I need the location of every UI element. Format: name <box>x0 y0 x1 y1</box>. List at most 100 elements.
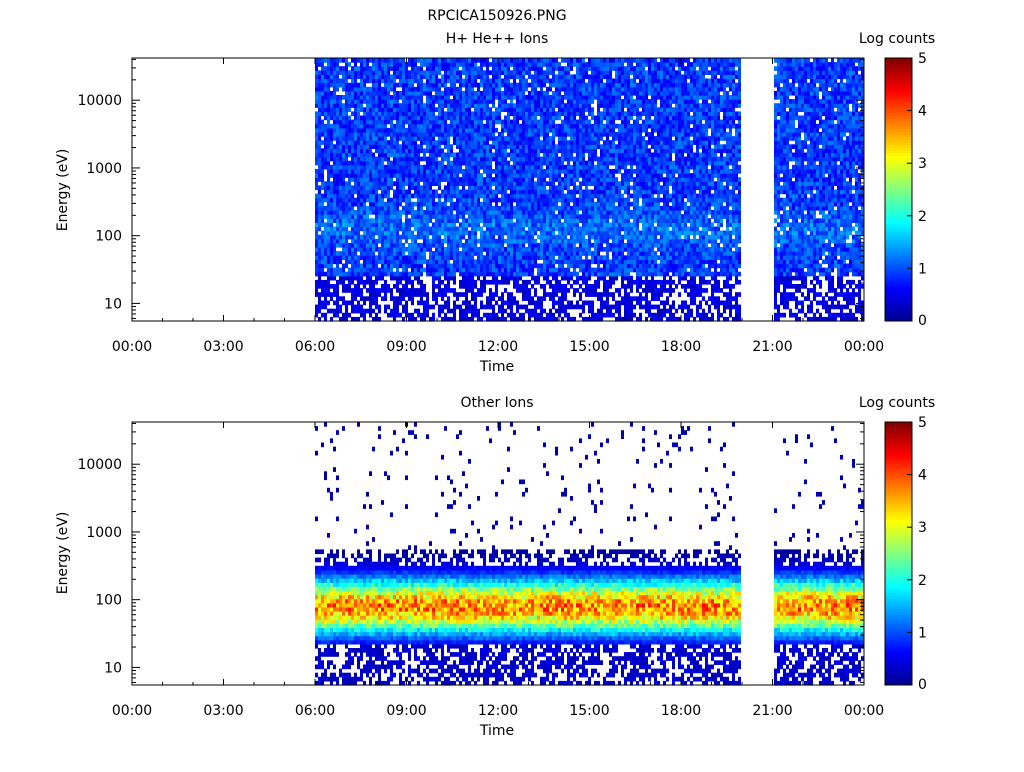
spectrogram-cell <box>501 234 504 240</box>
spectrogram-cell <box>489 169 492 174</box>
spectrogram-cell <box>315 288 318 293</box>
spectrogram-cell <box>534 238 537 244</box>
spectrogram-cell <box>474 279 477 285</box>
spectrogram-cell <box>354 86 357 92</box>
spectrogram-cell <box>438 288 441 293</box>
spectrogram-cell <box>486 234 489 240</box>
spectrogram-cell <box>327 66 330 71</box>
spectrogram-cell <box>519 242 522 248</box>
spectrogram-cell <box>564 103 567 108</box>
spectrogram-cell <box>462 160 465 166</box>
spectrogram-cell <box>420 205 423 211</box>
spectrogram-cell <box>456 251 459 256</box>
spectrogram-cell <box>348 222 351 228</box>
spectrogram-cell <box>342 255 345 260</box>
spectrogram-cell <box>576 103 579 108</box>
spectrogram-cell <box>426 177 429 182</box>
spectrogram-cell <box>498 90 501 96</box>
spectrogram-cell <box>555 279 558 285</box>
spectrogram-cell <box>495 288 498 293</box>
spectrogram-cell <box>459 115 462 121</box>
spectrogram-cell <box>318 111 321 117</box>
spectrogram-cell <box>525 210 528 215</box>
spectrogram-cell <box>531 136 534 141</box>
spectrogram-cell <box>366 288 369 293</box>
spectrogram-cell <box>483 78 486 84</box>
spectrogram-cell <box>378 86 381 92</box>
spectrogram-cell <box>423 230 426 236</box>
spectrogram-cell <box>393 181 396 186</box>
spectrogram-cell <box>462 242 465 248</box>
spectrogram-cell <box>321 152 324 158</box>
spectrogram-cell <box>516 160 519 166</box>
spectrogram-cell <box>522 238 525 244</box>
spectrogram-cell <box>387 214 390 219</box>
spectrogram-cell <box>558 70 561 75</box>
spectrogram-cell <box>504 185 507 191</box>
spectrogram-cell <box>369 119 372 125</box>
spectrogram-cell <box>519 255 522 260</box>
spectrogram-cell <box>372 169 375 174</box>
spectrogram-cell <box>438 99 441 104</box>
spectrogram-cell <box>336 66 339 71</box>
spectrogram-cell <box>441 267 444 273</box>
spectrogram-cell <box>492 210 495 215</box>
spectrogram-cell <box>327 74 330 80</box>
spectrogram-cell <box>429 156 432 162</box>
spectrogram-cell <box>558 226 561 232</box>
spectrogram-cell <box>399 181 402 186</box>
spectrogram-cell <box>528 205 531 211</box>
spectrogram-cell <box>462 201 465 207</box>
spectrogram-cell <box>474 197 477 203</box>
spectrogram-cell <box>465 132 468 137</box>
spectrogram-cell <box>333 74 336 80</box>
spectrogram-cell <box>399 160 402 166</box>
spectrogram-cell <box>546 267 549 273</box>
spectrogram-cell <box>426 238 429 244</box>
spectrogram-cell <box>531 263 534 269</box>
spectrogram-cell <box>402 222 405 228</box>
spectrogram-cell <box>543 271 546 277</box>
spectrogram-cell <box>564 115 567 121</box>
spectrogram-cell <box>345 95 348 100</box>
spectrogram-cell <box>501 279 504 285</box>
spectrogram-cell <box>519 78 522 84</box>
spectrogram-cell <box>579 304 582 310</box>
spectrogram-cell <box>345 136 348 141</box>
spectrogram-cell <box>534 279 537 285</box>
spectrogram-cell <box>396 127 399 133</box>
spectrogram-cell <box>495 185 498 191</box>
spectrogram-cell <box>504 316 507 322</box>
spectrogram-cell <box>489 259 492 265</box>
spectrogram-cell <box>435 66 438 71</box>
spectrogram-cell <box>510 238 513 244</box>
spectrogram-cell <box>498 267 501 273</box>
spectrogram-cell <box>543 288 546 293</box>
spectrogram-cell <box>393 152 396 158</box>
spectrogram-cell <box>396 132 399 137</box>
spectrogram-cell <box>528 189 531 195</box>
spectrogram-cell <box>471 242 474 248</box>
spectrogram-cell <box>372 78 375 84</box>
spectrogram-cell <box>441 214 444 219</box>
spectrogram-cell <box>450 251 453 256</box>
spectrogram-cell <box>510 230 513 236</box>
spectrogram-cell <box>327 136 330 141</box>
spectrogram-cell <box>444 193 447 199</box>
spectrogram-cell <box>411 247 414 252</box>
spectrogram-cell <box>438 247 441 252</box>
spectrogram-cell <box>342 193 345 199</box>
spectrogram-cell <box>360 148 363 154</box>
spectrogram-cell <box>384 201 387 207</box>
spectrogram-cell <box>456 90 459 96</box>
spectrogram-cell <box>471 127 474 133</box>
spectrogram-cell <box>429 78 432 84</box>
spectrogram-cell <box>561 99 564 104</box>
spectrogram-cell <box>387 234 390 240</box>
spectrogram-cell <box>396 271 399 277</box>
spectrogram-cell <box>363 62 366 67</box>
spectrogram-cell <box>315 119 318 125</box>
spectrogram-cell <box>552 127 555 133</box>
spectrogram-cell <box>549 136 552 141</box>
spectrogram-cell <box>429 316 432 322</box>
